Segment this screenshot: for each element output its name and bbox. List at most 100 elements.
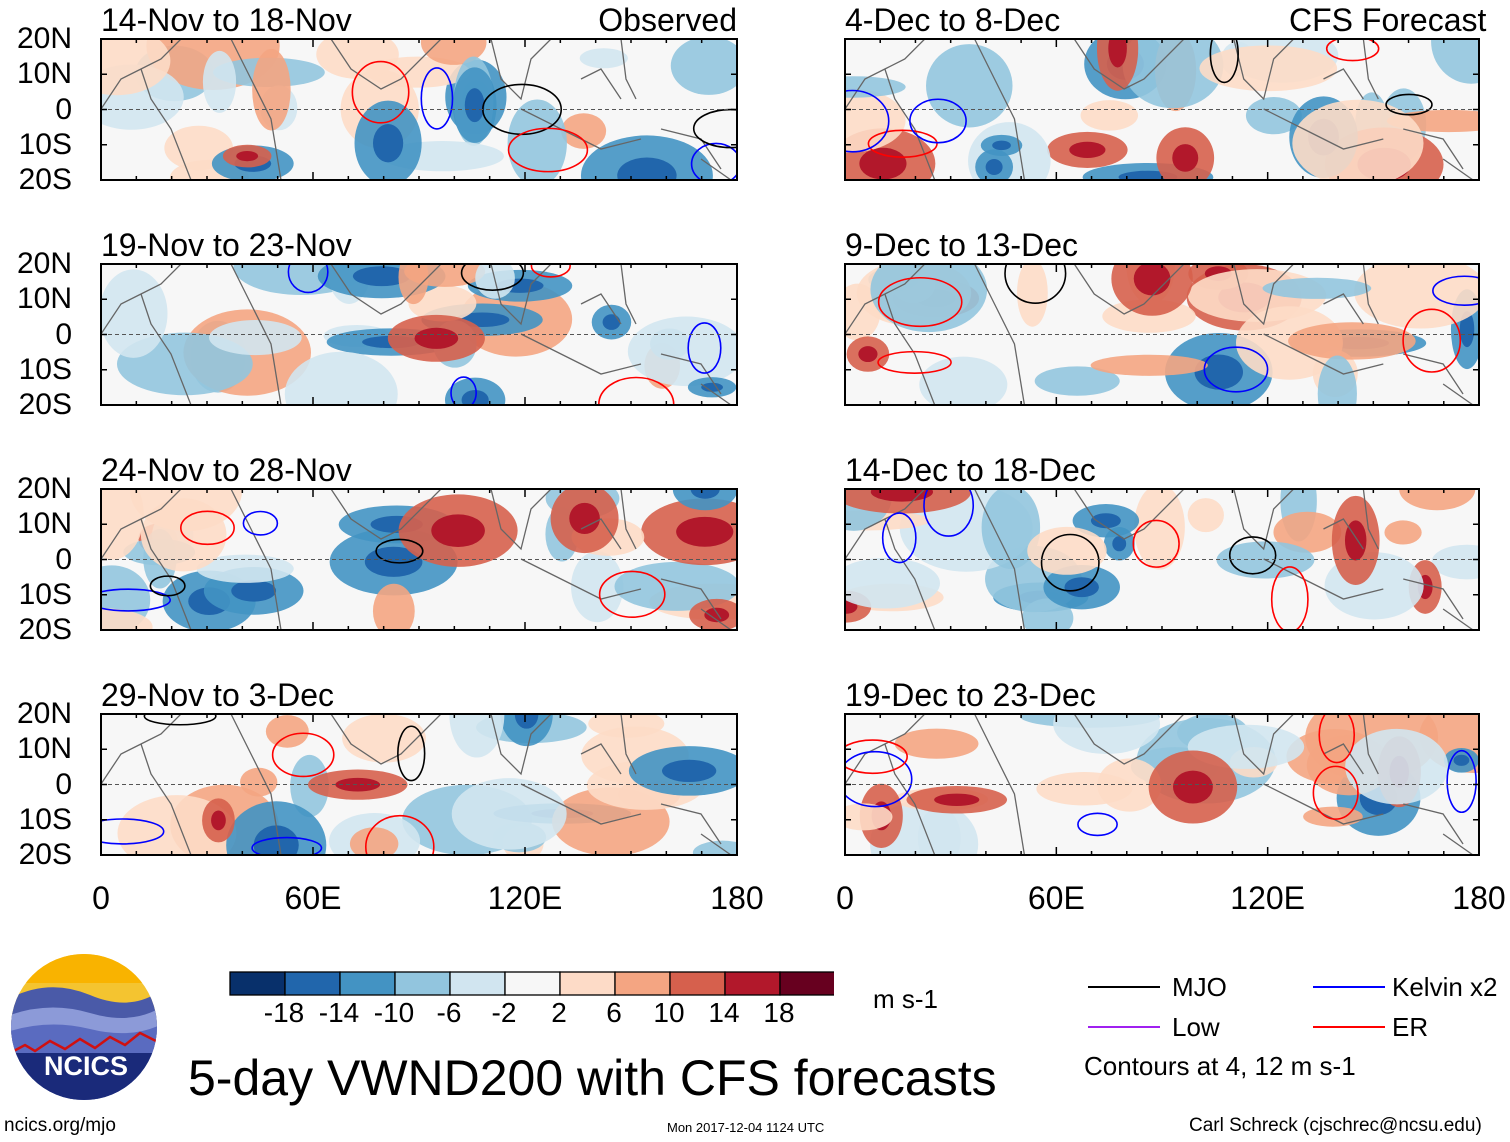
negative-anomaly-shade <box>1262 277 1372 299</box>
strong-anomaly-shade <box>253 825 299 855</box>
footer-url[interactable]: ncics.org/mjo <box>4 1115 116 1136</box>
negative-anomaly-shade <box>202 50 237 113</box>
map-panel <box>844 713 1480 856</box>
strong-anomaly-shade <box>231 580 277 602</box>
coastline <box>230 264 282 405</box>
coastline <box>660 578 722 620</box>
mjo-contour <box>1209 39 1239 84</box>
coastline <box>1323 743 1364 775</box>
strong-anomaly-shade <box>870 489 934 502</box>
coastline <box>620 264 637 325</box>
positive-anomaly-shade <box>349 827 399 855</box>
coastline <box>845 264 926 335</box>
negative-anomaly-shade <box>1034 366 1120 396</box>
coastline <box>230 39 282 180</box>
mjo-contour <box>375 538 424 564</box>
y-tick-label: 10N <box>16 282 72 316</box>
coastline <box>490 489 552 551</box>
y-tick-label: 0 <box>55 542 72 576</box>
strong-anomaly-shade <box>1108 39 1127 68</box>
coastline <box>140 68 192 180</box>
kelvin-contour <box>909 98 967 144</box>
coastline <box>1403 803 1464 845</box>
coastline <box>330 489 442 540</box>
panel-title: 24-Nov to 28-Nov <box>101 452 352 488</box>
colorbar-swatch <box>284 971 341 996</box>
negative-anomaly-shade <box>1431 544 1479 580</box>
panel-title: 19-Dec to 23-Dec <box>845 677 1096 713</box>
legend-label-mjo: MJO <box>1172 972 1227 1002</box>
coastline <box>490 39 552 101</box>
positive-anomaly-shade <box>1354 264 1479 329</box>
legend-line-er <box>1313 1026 1385 1028</box>
colorbar-swatch <box>449 971 506 996</box>
positive-anomaly-shade <box>408 285 477 322</box>
coastline <box>1263 108 1384 150</box>
map-panel <box>844 38 1480 181</box>
coastline <box>884 293 936 405</box>
coastline <box>1233 264 1295 326</box>
coastline <box>1362 489 1379 550</box>
strong-anomaly-shade <box>1172 770 1213 804</box>
positive-anomaly-shade <box>1090 354 1208 376</box>
positive-anomaly-shade <box>252 48 291 131</box>
coastline <box>330 39 442 90</box>
colorbar-tick-label: 10 <box>653 997 685 1028</box>
y-tick-label: 20N <box>16 247 72 280</box>
strong-anomaly-shade <box>514 714 539 729</box>
legend-label-er: ER <box>1392 1012 1429 1042</box>
positive-anomaly-shade <box>1017 264 1048 327</box>
negative-anomaly-shade <box>614 561 737 611</box>
er-contour <box>180 510 235 546</box>
y-tick-label: 20N <box>16 697 72 730</box>
strong-anomaly-shade <box>569 502 600 535</box>
positive-anomaly-shade <box>1097 758 1162 812</box>
colorbar-swatch <box>669 971 726 996</box>
coastline <box>1323 518 1364 550</box>
strong-anomaly-shade <box>662 759 717 783</box>
strong-anomaly-shade <box>352 266 411 287</box>
coastline <box>1233 714 1295 776</box>
legend-line-kelvin <box>1313 986 1385 988</box>
er-contour <box>351 60 410 124</box>
coastline <box>1263 333 1384 375</box>
mjo-contour <box>143 714 217 726</box>
footer-timestamp: Mon 2017-12-04 1124 UTC <box>667 1120 825 1135</box>
coastline <box>974 264 1026 405</box>
legend-label-kelvin: Kelvin x2 <box>1392 972 1498 1002</box>
coastline <box>1362 264 1379 325</box>
positive-anomaly-shade <box>265 715 309 748</box>
strong-anomaly-shade <box>236 151 259 162</box>
er-contour <box>1270 566 1309 630</box>
negative-anomaly-shade <box>1431 39 1479 84</box>
x-tick-label: 60E <box>284 880 342 916</box>
er-contour <box>867 129 938 158</box>
coastline <box>1073 489 1185 540</box>
negative-anomaly-shade <box>500 714 553 747</box>
coastline <box>1403 578 1464 620</box>
strong-anomaly-shade <box>701 382 723 392</box>
figure-title: 5-day VWND200 with CFS forecasts <box>188 1050 997 1106</box>
kelvin-contour <box>1077 812 1118 837</box>
coastline <box>1442 608 1474 630</box>
colorbar-tick-label: -18 <box>263 997 305 1028</box>
strong-anomaly-shade <box>985 159 1003 176</box>
panel-title: 14-Nov to 18-Nov <box>101 2 352 38</box>
kelvin-contour <box>1432 275 1479 306</box>
coastline <box>884 518 936 630</box>
negative-anomaly-shade <box>579 48 628 69</box>
coastline <box>330 264 442 315</box>
coastline <box>620 489 637 550</box>
footer-author: Carl Schreck (cjschrec@ncsu.edu) <box>1189 1115 1482 1136</box>
strong-anomaly-shade <box>431 514 485 547</box>
map-panel <box>100 488 738 631</box>
positive-anomaly-shade <box>342 714 426 763</box>
kelvin-contour <box>923 489 975 537</box>
strong-anomaly-shade <box>414 327 459 349</box>
coastline <box>230 714 282 855</box>
positive-anomaly-shade <box>1187 498 1224 533</box>
positive-anomaly-shade <box>845 88 906 153</box>
coastline <box>580 68 622 100</box>
kelvin-contour <box>687 322 722 374</box>
kelvin-contour <box>101 588 171 612</box>
